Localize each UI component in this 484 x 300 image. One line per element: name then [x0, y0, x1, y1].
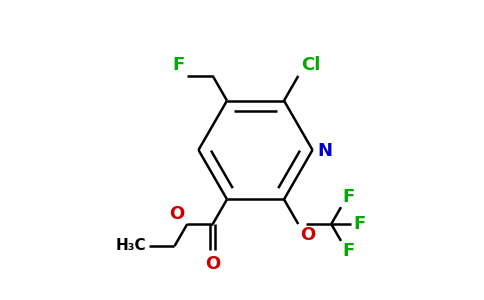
Text: H₃C: H₃C — [116, 238, 147, 253]
Text: F: F — [173, 56, 185, 74]
Text: N: N — [317, 142, 332, 160]
Text: F: F — [343, 242, 355, 260]
Text: O: O — [205, 255, 220, 273]
Text: Cl: Cl — [301, 56, 320, 74]
Text: F: F — [343, 188, 355, 206]
Text: O: O — [169, 205, 185, 223]
Text: O: O — [300, 226, 315, 244]
Text: F: F — [353, 215, 365, 233]
